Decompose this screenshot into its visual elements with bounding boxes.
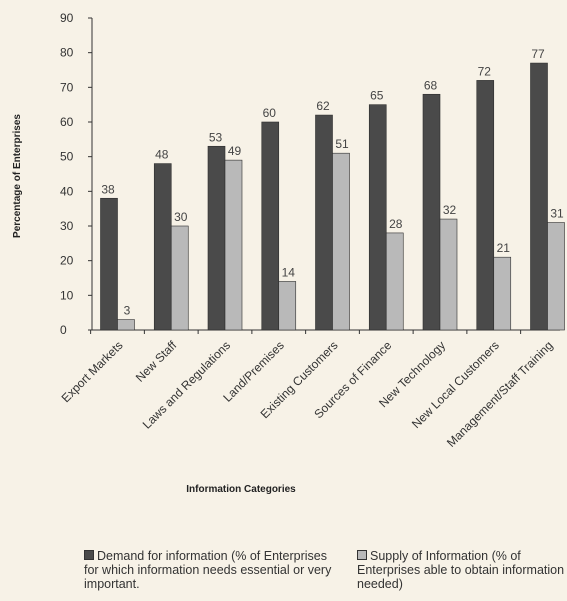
bar-supply [170,225,189,331]
data-label-demand: 38 [101,182,115,196]
y-tick-label: 20 [60,254,74,268]
bar-supply [385,232,404,331]
y-tick-label: 0 [60,323,67,337]
data-label-demand: 72 [478,64,492,78]
bar-demand [207,145,226,331]
y-tick-label: 80 [60,46,74,60]
x-axis-title: Information Categories [186,484,296,495]
y-axis-title: Percentage of Enterprises [12,114,23,238]
bar-supply [547,222,565,331]
bars [100,62,565,331]
category-label: New Staff [133,338,180,385]
bar-demand [100,197,118,331]
data-label-supply: 49 [228,144,242,158]
legend-swatch-demand [84,550,94,560]
legend-item-demand: Demand for information (% of Enterprises… [84,549,334,591]
y-tick-label: 50 [60,150,74,164]
data-label-supply: 14 [282,265,296,279]
legend-item-supply: Supply of Information (% of Enterprises … [357,549,567,591]
bar-supply [439,218,458,331]
bar-supply [332,152,350,331]
bar-supply [224,159,243,331]
bar-demand [261,121,280,331]
data-label-supply: 3 [124,304,131,318]
bar-supply [493,256,512,331]
bar-demand [476,80,495,331]
data-labels: 38 3 48 30 53 49 60 14 62 51 65 28 68 32 72 21 77 31 [101,47,564,318]
category-label: Management/Staff Training [444,338,556,450]
data-label-demand: 77 [531,47,545,61]
bar-demand [530,62,548,331]
data-label-supply: 28 [389,217,403,231]
y-tick-label: 70 [60,80,74,94]
data-label-supply: 32 [443,203,457,217]
bar-supply [278,281,297,331]
legend-label-demand: Demand for information (% of Enterprises… [84,549,332,591]
data-label-supply: 31 [550,207,564,221]
y-tick-label: 90 [60,11,74,25]
data-label-supply: 30 [174,210,188,224]
data-label-demand: 62 [316,99,330,113]
bar-supply [117,319,135,331]
legend-label-supply: Supply of Information (% of Enterprises … [357,549,565,591]
bar-demand [422,93,441,331]
data-label-demand: 60 [263,106,277,120]
y-tick-label: 60 [60,115,74,129]
category-label: Laws and Regulations [140,338,233,431]
bar-demand [153,163,172,331]
y-ticks: 0 10 20 30 40 50 60 70 80 90 [60,11,92,337]
data-label-supply: 51 [335,137,349,151]
data-label-demand: 68 [424,78,438,92]
y-tick-label: 40 [60,184,74,198]
bar-demand [315,114,333,331]
y-tick-label: 10 [60,288,74,302]
data-label-demand: 53 [209,130,223,144]
category-label: Export Markets [59,338,126,405]
data-label-demand: 65 [370,89,384,103]
data-label-supply: 21 [497,241,511,255]
y-tick-label: 30 [60,219,74,233]
legend-swatch-supply [357,550,367,560]
data-label-demand: 48 [155,148,169,162]
bar-demand [368,104,387,331]
